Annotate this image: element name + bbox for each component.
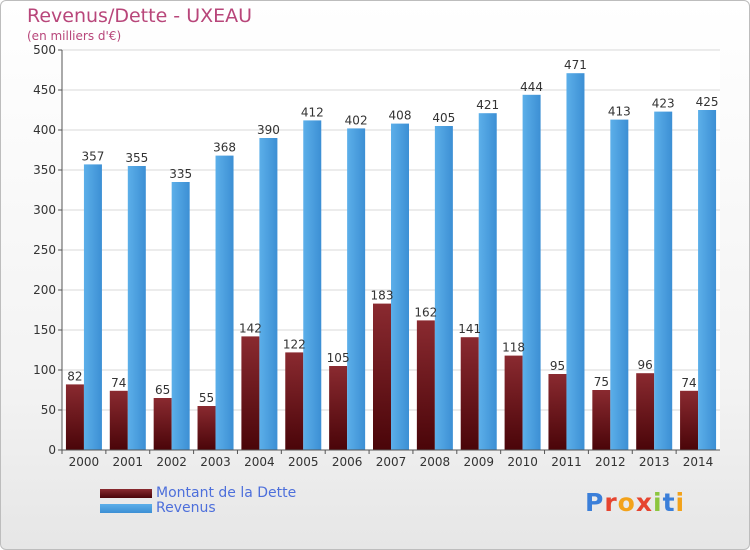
data-label: 425 xyxy=(696,95,719,109)
data-label: 335 xyxy=(169,167,192,181)
data-label: 423 xyxy=(652,97,675,111)
data-label: 355 xyxy=(125,151,148,165)
y-tick-label: 350 xyxy=(33,163,56,177)
data-label: 405 xyxy=(432,111,455,125)
data-label: 142 xyxy=(239,321,262,335)
bar-revenus xyxy=(566,73,585,450)
data-label: 390 xyxy=(257,123,280,137)
x-tick-label: 2008 xyxy=(420,455,451,469)
y-tick-label: 400 xyxy=(33,123,56,137)
bar-dette xyxy=(504,355,523,450)
data-label: 368 xyxy=(213,141,236,155)
data-label: 183 xyxy=(371,289,394,303)
y-tick-label: 500 xyxy=(33,43,56,57)
bar-revenus xyxy=(434,126,453,450)
bar-dette xyxy=(636,373,655,450)
y-tick-label: 0 xyxy=(48,443,56,457)
bar-dette xyxy=(373,303,391,450)
data-label: 444 xyxy=(520,80,543,94)
x-tick-label: 2005 xyxy=(288,455,319,469)
y-tick-label: 50 xyxy=(41,403,56,417)
bar-dette xyxy=(153,398,172,450)
data-label: 402 xyxy=(345,113,368,127)
data-label: 141 xyxy=(458,322,481,336)
bar-dette xyxy=(592,390,611,450)
bar-revenus xyxy=(303,120,322,451)
data-label: 95 xyxy=(550,359,565,373)
x-tick-label: 2010 xyxy=(507,455,538,469)
y-tick-label: 200 xyxy=(33,283,56,297)
data-label: 65 xyxy=(155,383,170,397)
legend-swatch-revenus xyxy=(100,504,152,513)
y-tick-label: 300 xyxy=(33,203,56,217)
data-label: 408 xyxy=(389,109,412,123)
bar-revenus xyxy=(347,128,366,450)
data-label: 421 xyxy=(476,98,499,112)
bar-dette xyxy=(416,320,435,450)
bar-dette xyxy=(285,352,304,450)
bar-dette xyxy=(680,390,699,450)
x-tick-label: 2004 xyxy=(244,455,275,469)
data-label: 74 xyxy=(681,376,696,390)
bar-dette xyxy=(197,406,216,450)
bar-revenus xyxy=(127,166,146,450)
bar-revenus xyxy=(259,138,278,450)
data-label: 357 xyxy=(81,149,104,163)
bar-revenus xyxy=(654,111,673,450)
bar-dette xyxy=(65,384,84,450)
bar-revenus xyxy=(391,123,409,450)
legend-label-revenus: Revenus xyxy=(156,500,216,516)
data-label: 118 xyxy=(502,341,525,355)
bar-dette xyxy=(460,337,479,450)
data-label: 105 xyxy=(327,351,350,365)
bar-revenus xyxy=(478,113,497,450)
x-tick-label: 2002 xyxy=(156,455,187,469)
bar-dette xyxy=(241,336,260,450)
x-tick-label: 2006 xyxy=(332,455,363,469)
data-label: 55 xyxy=(199,391,214,405)
x-tick-label: 2000 xyxy=(69,455,100,469)
data-label: 412 xyxy=(301,105,324,119)
x-tick-label: 2007 xyxy=(376,455,407,469)
data-label: 75 xyxy=(594,375,609,389)
legend-label-dette: Montant de la Dette xyxy=(156,485,297,501)
proxiti-logo: Proxiti xyxy=(585,488,686,517)
bar-dette xyxy=(548,374,567,450)
bar-revenus xyxy=(171,182,190,450)
y-tick-label: 250 xyxy=(33,243,56,257)
data-label: 162 xyxy=(414,305,437,319)
bar-revenus xyxy=(522,94,541,451)
chart-title: Revenus/Dette - UXEAU xyxy=(27,5,253,27)
bar-revenus xyxy=(610,119,629,450)
chart-subtitle: (en milliers d'€) xyxy=(27,29,122,43)
bar-revenus xyxy=(698,110,717,450)
legend-swatch-dette xyxy=(100,489,152,498)
data-label: 82 xyxy=(67,369,82,383)
x-tick-label: 2003 xyxy=(200,455,231,469)
bar-revenus xyxy=(215,155,234,450)
x-tick-label: 2009 xyxy=(463,455,494,469)
y-tick-label: 100 xyxy=(33,363,56,377)
data-label: 96 xyxy=(638,358,653,372)
x-tick-label: 2001 xyxy=(113,455,144,469)
data-label: 471 xyxy=(564,58,587,72)
data-label: 74 xyxy=(111,376,126,390)
x-tick-label: 2011 xyxy=(551,455,582,469)
x-tick-label: 2012 xyxy=(595,455,626,469)
data-label: 122 xyxy=(283,337,306,351)
x-tick-label: 2014 xyxy=(683,455,714,469)
y-tick-label: 150 xyxy=(33,323,56,337)
y-tick-label: 450 xyxy=(33,83,56,97)
bar-dette xyxy=(109,390,128,450)
data-label: 413 xyxy=(608,105,631,119)
bar-revenus xyxy=(83,164,102,450)
bar-dette xyxy=(329,366,348,450)
x-tick-label: 2013 xyxy=(639,455,670,469)
